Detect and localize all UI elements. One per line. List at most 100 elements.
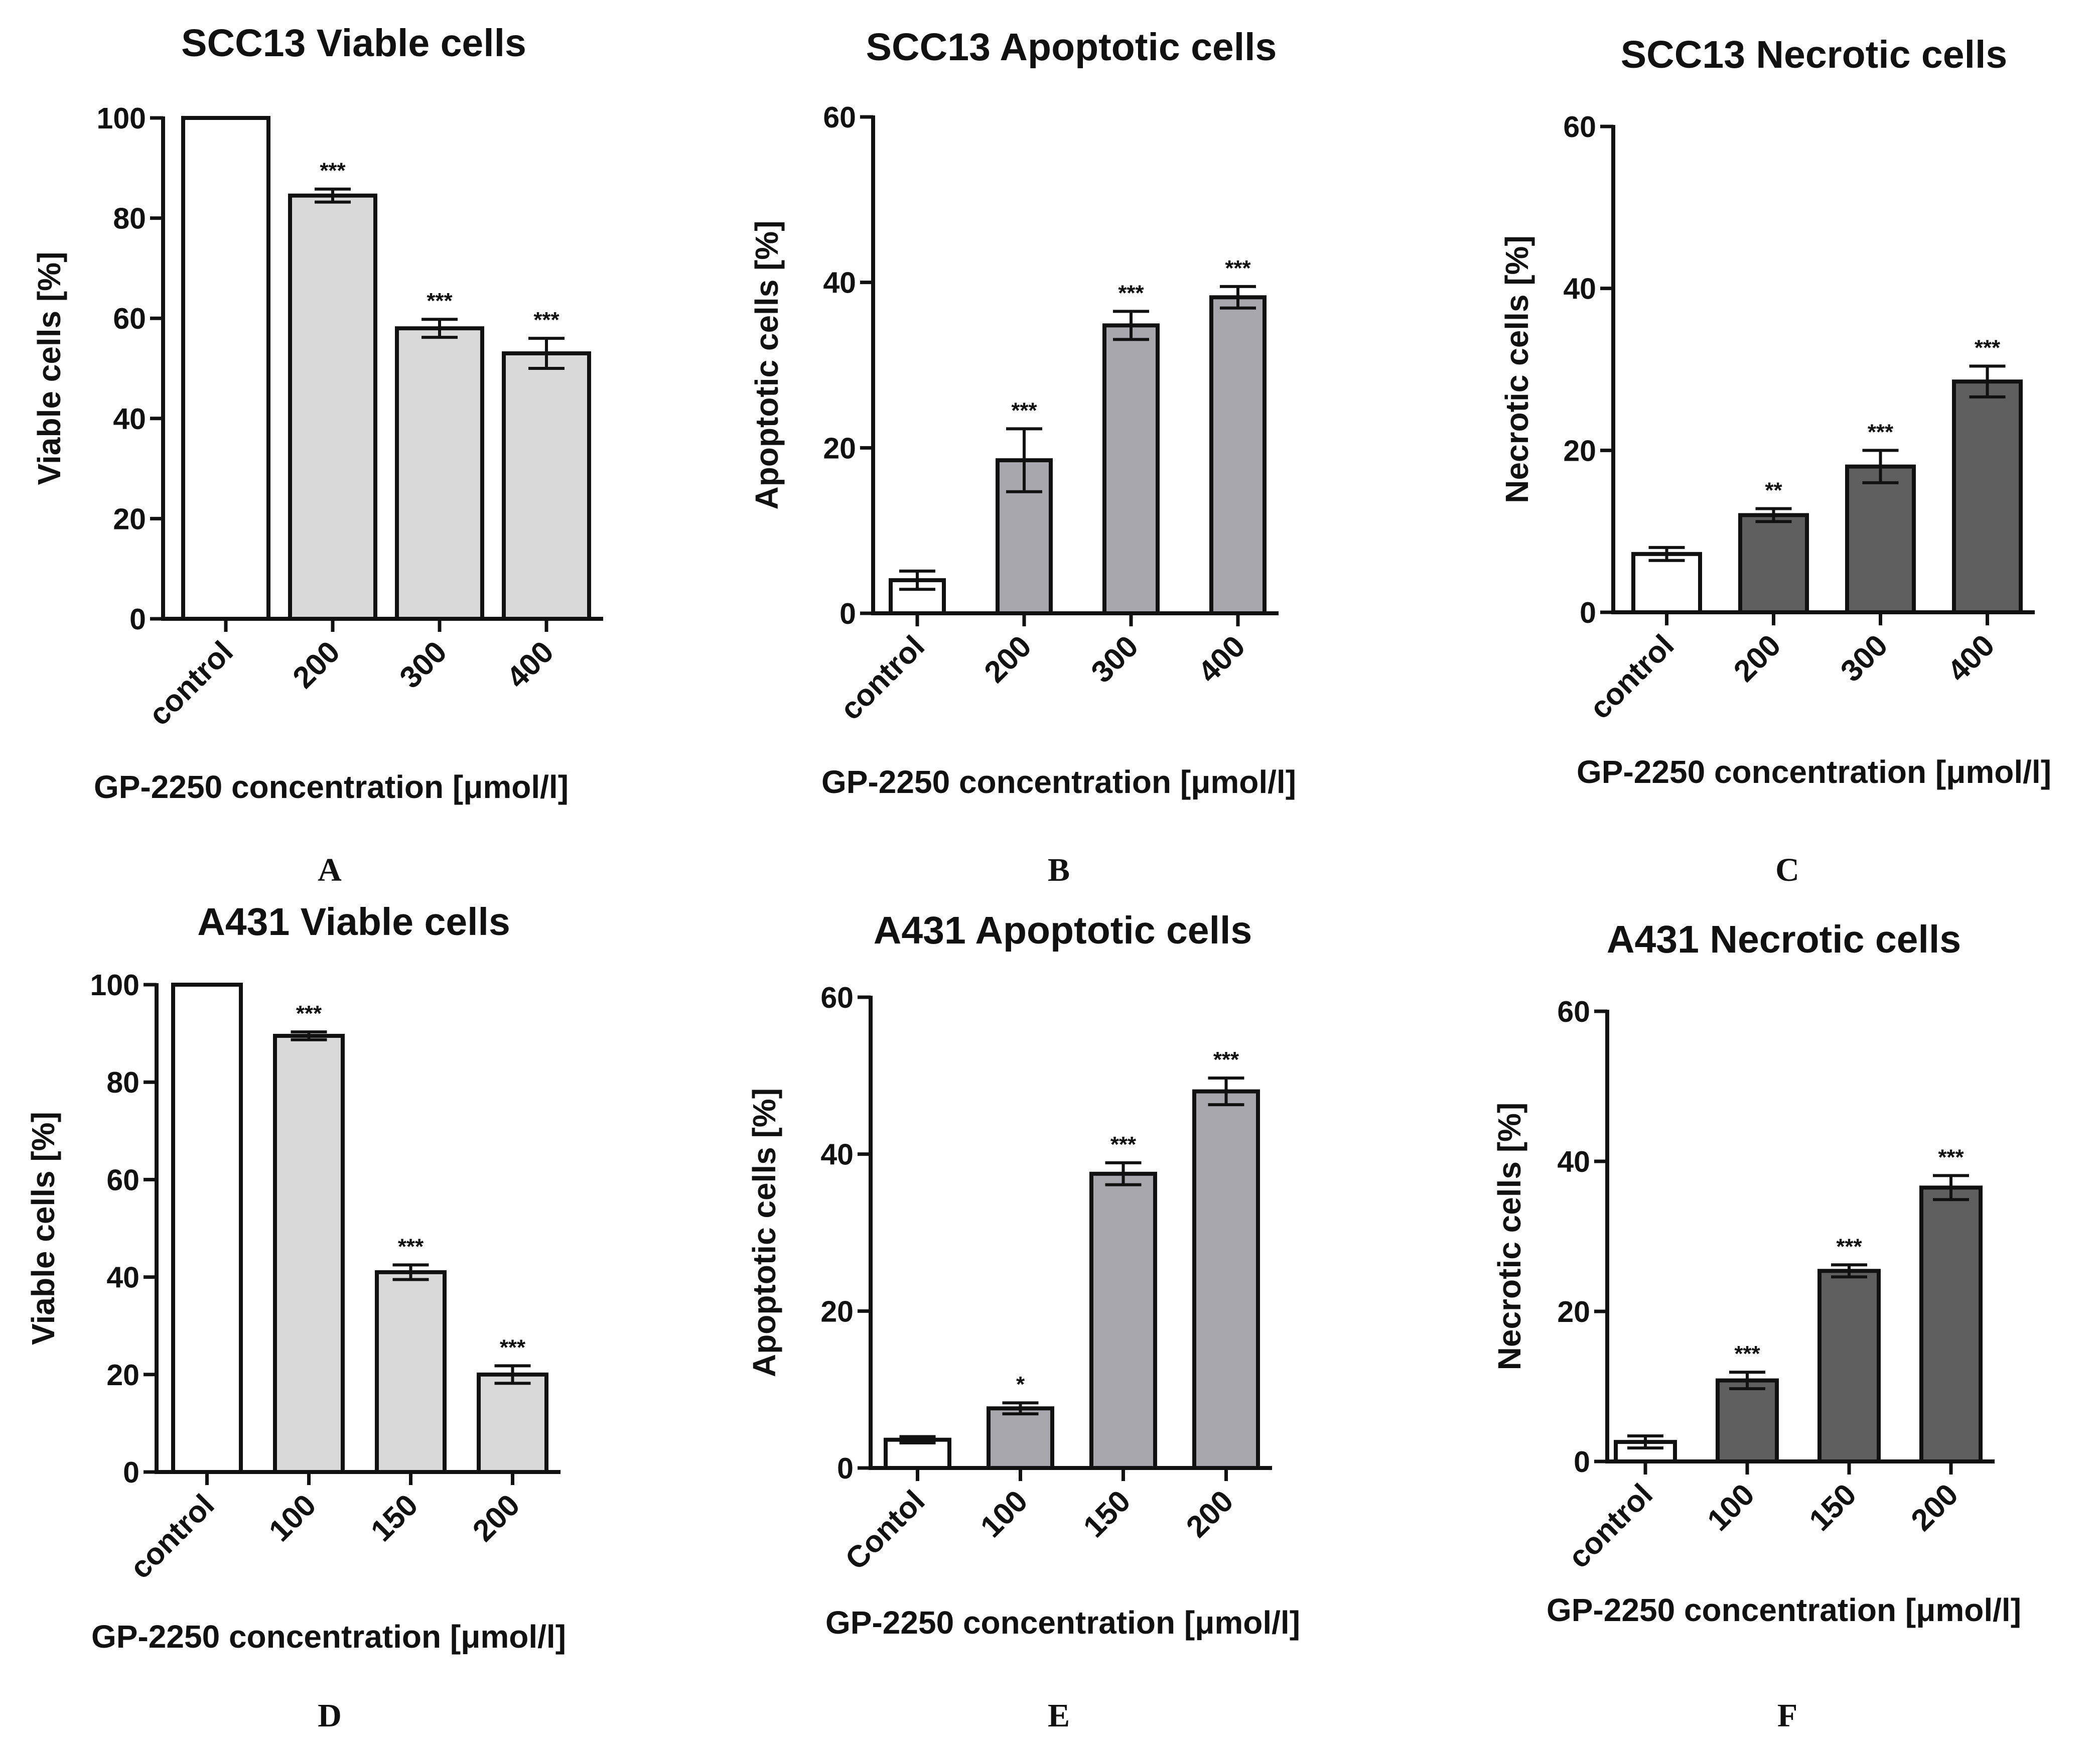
panel-d-category-label: control [123,1488,220,1585]
panel-a-y-tick-label: 20 [113,502,146,536]
panel-b-y-axis-label: Apoptotic cells [%] [749,220,785,509]
panel-b-y-tick-label: 0 [839,597,856,630]
panel-b-significance-3: *** [1118,281,1144,305]
panel-a-category-label: 400 [500,634,560,695]
panel-c-category-label: 200 [1727,628,1787,688]
panel-b-y-tick-label: 20 [823,432,856,465]
panel-e-bar-4 [1192,1089,1260,1470]
panel-e-y-tick-label: 0 [837,1452,854,1485]
panel-a-category-label: 300 [393,634,453,695]
panel-c-title: SCC13 Necrotic cells [1621,33,2007,76]
panel-a-significance-2: *** [320,159,346,183]
panel-e-y-tick-label: 60 [820,981,854,1014]
panel-e-category-label: Contol [838,1484,931,1576]
panel-d-y-axis-label: Viable cells [%] [25,1112,61,1345]
panel-e-y-tick-label: 40 [820,1138,854,1171]
panel-c-letter: C [1775,852,1799,888]
panel-e-y-axis-label: Apoptotic cells [%] [746,1088,782,1377]
panel-e-category-label: 200 [1180,1484,1240,1544]
panel-b-letter: B [1048,852,1070,888]
panel-c-x-axis-label: GP-2250 concentration [μmol/l] [1577,754,2051,790]
panel-c-y-tick-label: 40 [1563,273,1596,306]
panel-e-y-tick-label: 20 [820,1295,854,1328]
panel-e-title: A431 Apoptotic cells [874,909,1252,952]
panel-e-significance-4: *** [1213,1047,1239,1072]
panel-a-y-tick-label: 100 [97,102,146,135]
panel-c-bar-1 [1631,552,1702,614]
panel-a-bar-3 [395,326,484,621]
panel-d-bar-2 [273,1033,345,1475]
panel-c-category-label: 300 [1834,628,1894,688]
panel-f-significance-3: *** [1836,1234,1862,1259]
panel-b-significance-2: *** [1011,398,1037,423]
panel-b-x-axis-label: GP-2250 concentration [μmol/l] [821,764,1296,800]
panel-b-category-label: 400 [1191,629,1251,689]
panel-d-y-tick-label: 20 [106,1359,139,1392]
panel-b-bar-3 [1102,323,1160,615]
panel-d-letter: D [318,1697,342,1734]
panel-f-category-label: control [1562,1477,1659,1574]
panel-f-bar-4 [1919,1185,1983,1463]
panel-e-x-axis-label: GP-2250 concentration [μmol/l] [825,1604,1300,1641]
panel-f-category-label: 100 [1701,1477,1761,1537]
panel-f-y-tick-label: 20 [1557,1295,1590,1328]
panel-a-x-axis-label: GP-2250 concentration [μmol/l] [94,769,569,805]
panel-d-category-label: 100 [262,1488,323,1548]
panel-f-significance-4: *** [1938,1145,1964,1169]
panel-e-bar-2 [987,1406,1054,1470]
panel-a-bar-1 [181,116,270,621]
panel-c-y-tick-label: 60 [1563,110,1596,144]
panel-b-bar-4 [1209,295,1267,615]
panel-a-y-tick-label: 80 [113,202,146,235]
panel-d-significance-4: *** [500,1335,526,1360]
panel-b-category-label: 300 [1084,629,1145,689]
panel-c-significance-4: *** [1975,336,2001,360]
panel-b-significance-4: *** [1225,256,1251,281]
panel-c-y-tick-label: 0 [1580,596,1596,629]
panel-d-x-axis-label: GP-2250 concentration [μmol/l] [91,1619,566,1655]
panel-f-category-label: 150 [1802,1477,1863,1537]
panel-a-title: SCC13 Viable cells [181,22,526,65]
panel-d-significance-2: *** [296,1001,322,1026]
panel-c-significance-2: ** [1765,478,1782,502]
panel-a-significance-4: *** [533,308,559,332]
panel-d-y-tick-label: 80 [106,1066,139,1099]
panel-b-title: SCC13 Apoptotic cells [866,26,1277,69]
panel-c-y-axis-label: Necrotic cells [%] [1499,235,1535,503]
panel-f-significance-2: *** [1734,1342,1760,1366]
panel-d-category-label: 150 [364,1488,425,1548]
panel-b-category-label: control [833,629,931,726]
panel-e-category-label: 150 [1077,1484,1137,1544]
panel-a-y-tick-label: 60 [113,302,146,335]
panel-d-y-tick-label: 100 [90,969,139,1002]
panel-f-title: A431 Necrotic cells [1607,918,1961,961]
panel-a-significance-3: *** [427,289,453,313]
panel-e-category-label: 100 [974,1484,1034,1544]
panel-a-y-tick-label: 0 [129,603,146,636]
panel-a-bar-2 [288,193,377,621]
panel-d-bar-1 [171,983,243,1474]
panel-c-y-tick-label: 20 [1563,434,1596,467]
panel-d-bar-3 [375,1270,447,1474]
panel-c-bar-4 [1952,379,2023,614]
panel-d-category-label: 200 [466,1488,526,1548]
panel-c-category-label: control [1583,628,1680,725]
panel-a-bar-4 [502,351,591,621]
panel-a-y-axis-label: Viable cells [%] [31,252,67,485]
panel-f-y-axis-label: Necrotic cells [%] [1491,1103,1527,1371]
panel-b-y-tick-label: 60 [823,101,856,134]
panel-e-significance-2: * [1016,1372,1025,1397]
panel-f-bar-2 [1716,1378,1779,1464]
panel-f-category-label: 200 [1904,1477,1965,1537]
panel-d-y-tick-label: 60 [106,1163,139,1196]
panel-f-y-tick-label: 60 [1557,995,1590,1028]
panel-f-x-axis-label: GP-2250 concentration [μmol/l] [1547,1592,2021,1628]
panel-a-category-label: 200 [286,634,346,695]
panel-a-category-label: control [142,634,239,732]
panel-d-y-tick-label: 40 [106,1261,139,1294]
panel-c-bar-2 [1738,513,1809,615]
panel-b-y-tick-label: 40 [823,266,856,300]
panel-f-bar-3 [1817,1269,1881,1464]
panel-a-y-tick-label: 40 [113,403,146,436]
